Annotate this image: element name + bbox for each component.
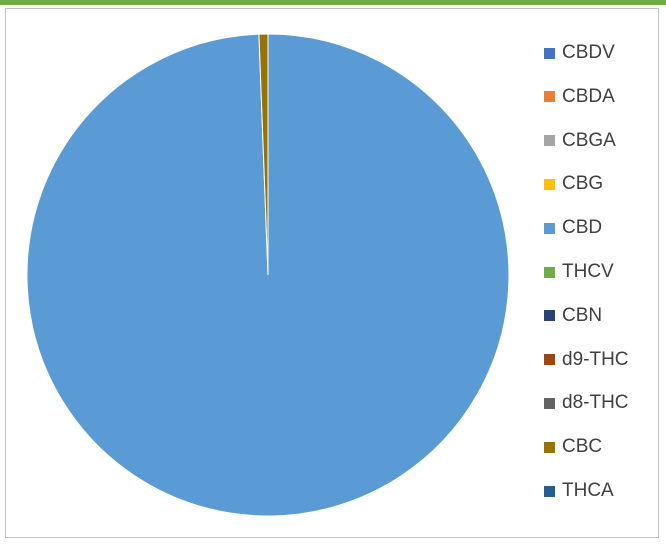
legend-item-cbg: CBG [544, 172, 603, 196]
chart-area: CBDV CBDA CBGA CBG CBD THCV CBN d9-THC d8-THC CBC… [5, 8, 659, 538]
legend-swatch [544, 310, 555, 322]
legend-swatch [544, 354, 555, 366]
legend-item-thcv: THCV [544, 260, 614, 284]
legend-label: CBDV [562, 42, 615, 63]
legend-label: CBGA [562, 129, 616, 151]
legend-item-cbda: CBDA [544, 85, 615, 109]
legend-label: CBN [562, 304, 603, 326]
legend-label: d8-THC [562, 392, 629, 414]
legend-item-d9-thc: d9-THC [544, 348, 629, 372]
legend-item-cbn: CBN [544, 304, 602, 328]
legend-swatch [544, 485, 555, 497]
legend-label: CBC [562, 436, 603, 458]
window-top-accent-strip [0, 0, 666, 5]
legend-swatch [544, 47, 555, 59]
legend-item-cbdv: CBDV [544, 41, 615, 65]
legend-item-cbga: CBGA [544, 129, 616, 153]
legend-item-thca: THCA [544, 479, 614, 503]
legend-swatch [544, 441, 555, 453]
legend-label: CBDA [562, 85, 615, 107]
legend-item-cbc: CBC [544, 435, 602, 459]
legend-label: THCA [562, 480, 614, 501]
pie-chart [26, 33, 510, 517]
legend-swatch [544, 266, 555, 278]
legend-swatch [544, 135, 555, 147]
legend-swatch [544, 222, 555, 234]
legend-label: CBG [562, 173, 604, 195]
pie-slice-cbc [258, 33, 269, 276]
legend-label: CBD [562, 217, 603, 239]
legend-label: d9-THC [562, 348, 629, 370]
legend-item-cbd: CBD [544, 216, 602, 240]
legend-label: THCV [562, 261, 614, 282]
legend-item-d8-thc: d8-THC [544, 391, 629, 415]
legend-swatch [544, 91, 555, 103]
legend-swatch [544, 397, 555, 409]
legend-swatch [544, 178, 555, 190]
